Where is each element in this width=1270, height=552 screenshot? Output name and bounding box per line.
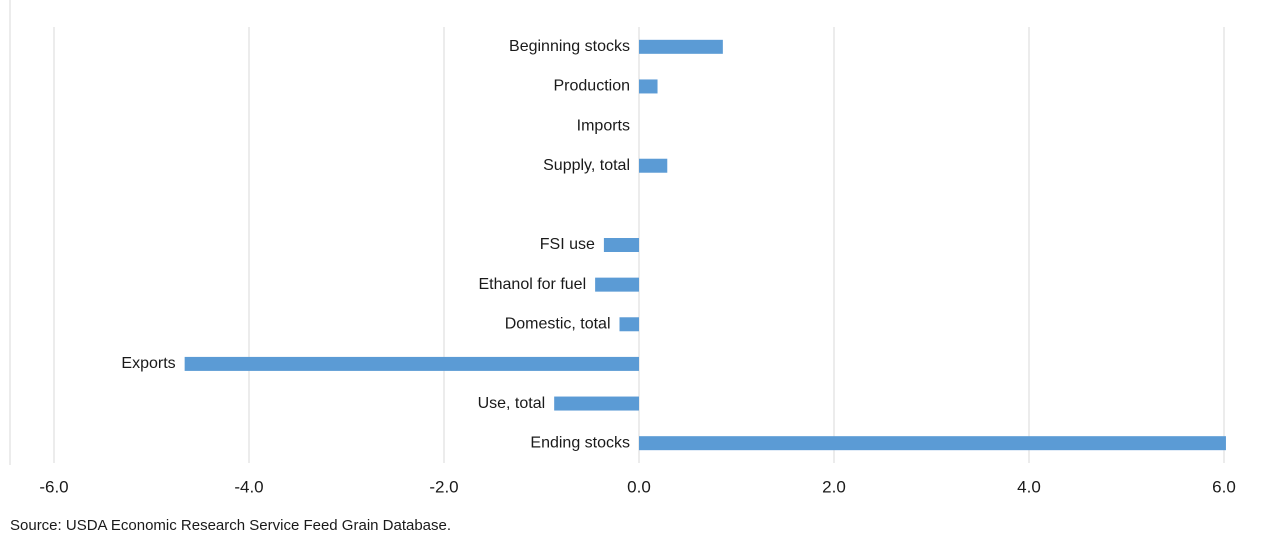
category-label: Ethanol for fuel — [479, 276, 587, 293]
category-label: Production — [554, 78, 631, 95]
bar — [595, 277, 639, 292]
bar — [639, 39, 723, 54]
x-tick-label: 0.0 — [627, 477, 651, 496]
category-label: Use, total — [478, 395, 546, 412]
x-tick-label: -4.0 — [234, 477, 263, 496]
bar — [554, 396, 639, 411]
x-tick-label: 6.0 — [1212, 477, 1236, 496]
category-label: Ending stocks — [530, 434, 630, 451]
x-tick-label: -2.0 — [429, 477, 458, 496]
bar — [639, 158, 668, 173]
category-label: FSI use — [540, 236, 595, 253]
x-tick-label: 4.0 — [1017, 477, 1041, 496]
category-label: Domestic, total — [505, 315, 611, 332]
bar — [639, 436, 1226, 451]
x-tick-label: -6.0 — [39, 477, 68, 496]
category-label: Imports — [577, 117, 630, 134]
source-note: Source: USDA Economic Research Service F… — [10, 517, 451, 534]
category-label: Exports — [121, 355, 175, 372]
bar — [184, 356, 639, 371]
category-label: Supply, total — [543, 157, 630, 174]
bar — [603, 238, 639, 252]
category-label: Beginning stocks — [509, 38, 630, 55]
x-tick-label: 2.0 — [822, 477, 846, 496]
bar — [639, 79, 658, 94]
bar — [619, 317, 639, 332]
